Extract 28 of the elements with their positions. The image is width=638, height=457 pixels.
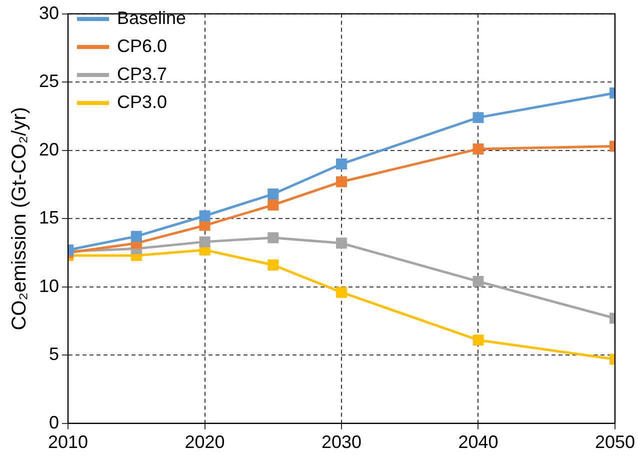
y-axis-title: CO₂emission (Gt-CO₂/yr) bbox=[8, 106, 31, 330]
point bbox=[199, 210, 210, 222]
legend-label: CP3.7 bbox=[117, 64, 168, 84]
y-tick-label: 20 bbox=[38, 139, 60, 160]
point bbox=[336, 238, 347, 249]
y-tick-label: 0 bbox=[49, 412, 60, 432]
point bbox=[199, 236, 210, 248]
x-tick-label: 2020 bbox=[184, 432, 225, 452]
y-tick-label: 25 bbox=[38, 71, 60, 92]
point bbox=[268, 260, 279, 271]
x-tick-label: 2010 bbox=[48, 432, 88, 452]
x-tick-label: 2050 bbox=[594, 432, 635, 452]
point bbox=[268, 199, 279, 210]
point bbox=[336, 286, 347, 298]
point bbox=[199, 220, 210, 231]
y-tick-label: 10 bbox=[38, 276, 60, 296]
point bbox=[268, 188, 279, 200]
x-tick-label: 2030 bbox=[321, 432, 362, 452]
y-tick-label: 30 bbox=[38, 2, 60, 23]
point bbox=[130, 230, 142, 242]
y-tick-label: 5 bbox=[49, 344, 60, 364]
point bbox=[268, 232, 279, 244]
point bbox=[336, 158, 347, 170]
legend-label: CP6.0 bbox=[117, 36, 168, 56]
y-tick-label: 15 bbox=[38, 208, 60, 228]
legend-label: CP3.0 bbox=[117, 92, 168, 112]
point bbox=[336, 176, 347, 188]
x-tick-label: 2040 bbox=[458, 432, 498, 452]
